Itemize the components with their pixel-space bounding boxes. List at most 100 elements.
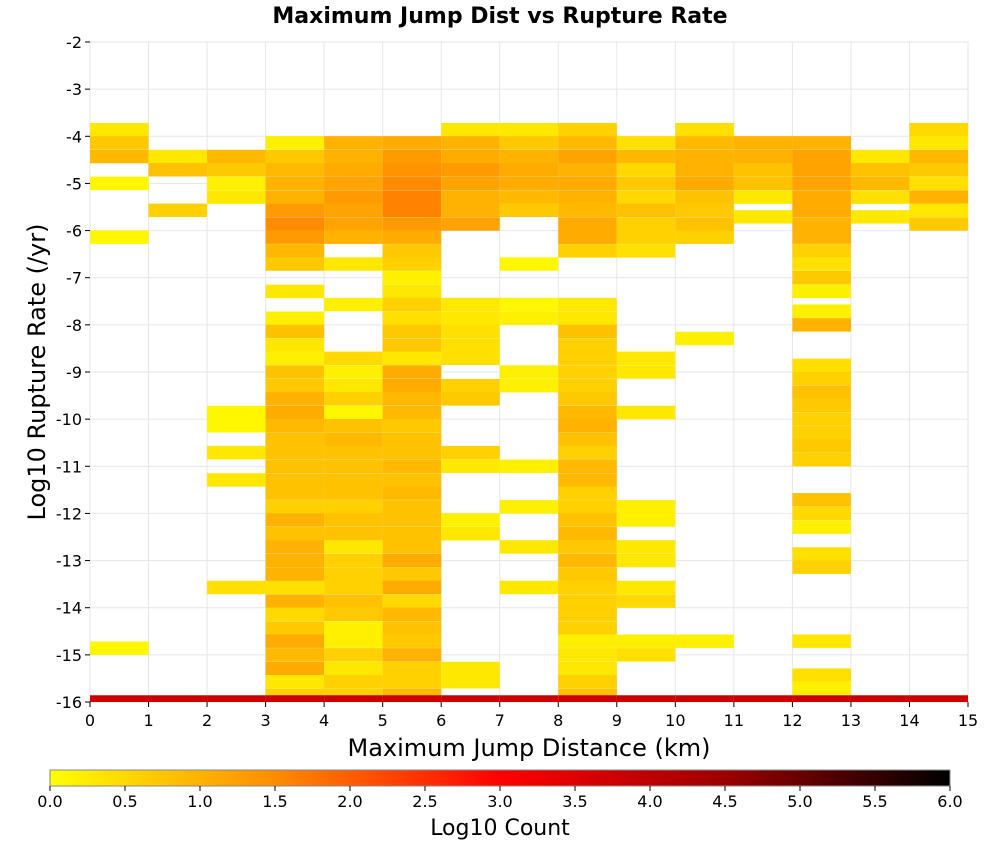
heatmap-cell-x13-5	[850, 695, 910, 702]
heatmap-cell-x9-6	[616, 217, 676, 231]
x-tick-label-8: 8	[553, 711, 563, 730]
heatmap-cell-x14-0	[909, 122, 968, 137]
heatmap-cell-x4-20	[324, 486, 383, 500]
heatmap-cell-x3-23	[265, 473, 325, 487]
heatmap-cell-x3-30	[265, 567, 325, 581]
heatmap-cell-x4-9	[324, 297, 383, 312]
heatmap-cell-x11-2	[733, 163, 793, 177]
heatmap-cell-x14-1	[909, 136, 968, 150]
heatmap-cell-x5-27	[382, 500, 442, 514]
heatmap-cell-x8-32	[558, 594, 617, 608]
heatmap-cell-x12-13	[792, 318, 851, 332]
heatmap-cell-x2-0	[207, 149, 266, 164]
y-tick-label-14: -16	[56, 693, 82, 712]
heatmap-cell-x2-1	[207, 163, 266, 177]
heatmap-cell-x7-11	[499, 378, 559, 393]
heatmap-cell-x12-26	[792, 560, 851, 574]
heatmap-cell-x5-17	[382, 365, 442, 379]
x-tick-label-1: 1	[143, 711, 153, 730]
heatmap-cell-x9-11	[616, 405, 676, 420]
y-tick-label-3: -5	[66, 174, 82, 193]
heatmap-cell-x6-5	[441, 190, 500, 204]
heatmap-cell-x8-3	[558, 163, 617, 177]
heatmap-cell-x4-1	[324, 149, 383, 164]
heatmap-cell-x4-26	[324, 567, 383, 581]
heatmap-cell-x14-2	[909, 149, 968, 164]
heatmap-cell-x3-40	[265, 695, 325, 702]
heatmap-cell-x7-4	[499, 176, 559, 191]
heatmap-cell-x5-31	[382, 553, 442, 568]
heatmap-cell-x11-4	[733, 190, 793, 204]
heatmap-cell-x3-0	[265, 136, 325, 150]
heatmap-cell-x6-7	[441, 217, 500, 231]
heatmap-cell-x8-21	[558, 445, 617, 460]
heatmap-cell-x4-18	[324, 459, 383, 474]
heatmap-cell-x8-22	[558, 459, 617, 474]
heatmap-cell-x7-6	[499, 203, 559, 218]
heatmap-cell-x3-1	[265, 149, 325, 164]
heatmap-cell-x4-32	[324, 648, 383, 662]
heatmap-cell-x12-17	[792, 398, 851, 413]
heatmap-cell-x2-3	[207, 190, 266, 204]
x-axis-ticks: 0 1 2 3 4 5 6 7 8 9 10 11 12 13 14 15	[85, 702, 978, 730]
y-tick-label-5: -7	[66, 269, 82, 288]
y-tick-label-11: -13	[56, 552, 82, 571]
heatmap-cell-x5-24	[382, 459, 442, 474]
heatmap-cell-x10-2	[675, 149, 734, 164]
heatmap-cell-x5-3	[382, 176, 442, 191]
heatmap-cell-x10-10	[675, 634, 734, 648]
heatmap-cell-x7-12	[499, 459, 559, 474]
heatmap-cell-x8-1	[558, 136, 617, 150]
heatmap-cell-x8-35	[558, 634, 617, 648]
heatmap-cell-x2-7	[207, 473, 266, 487]
x-tick-label-0: 0	[85, 711, 95, 730]
heatmap-cell-x10-0	[675, 122, 734, 137]
heatmap-cell-x13-2	[850, 176, 910, 191]
heatmap-cell-x4-6	[324, 217, 383, 231]
heatmap-cell-x8-16	[558, 378, 617, 393]
x-tick-label-2: 2	[202, 711, 212, 730]
x-tick-label-13: 13	[841, 711, 861, 730]
heatmap-cell-x12-27	[792, 634, 851, 648]
heatmap-cell-x12-10	[792, 270, 851, 285]
heatmap-cell-x8-5	[558, 190, 617, 204]
heatmap-cell-x6-4	[441, 176, 500, 191]
heatmap-cell-x5-22	[382, 432, 442, 447]
colorbar-tick-label-9: 4.5	[712, 792, 737, 811]
heatmap-cell-x2-4	[207, 405, 266, 420]
heatmap-cell-x9-12	[616, 500, 676, 514]
x-tick-label-6: 6	[436, 711, 446, 730]
heatmap-cell-x5-2	[382, 163, 442, 177]
heatmap-cell-x3-11	[265, 311, 325, 325]
heatmap-cell-x12-3	[792, 176, 851, 191]
heatmap-cell-x8-17	[558, 392, 617, 406]
x-tick-label-9: 9	[612, 711, 622, 730]
heatmap-cell-x4-2	[324, 163, 383, 177]
heatmap-cell-x3-15	[265, 365, 325, 379]
heatmap-cell-x5-21	[382, 419, 442, 433]
x-tick-label-11: 11	[724, 711, 744, 730]
heatmap-cell-x12-5	[792, 203, 851, 218]
y-axis-label: Log10 Rupture Rate (/yr)	[23, 224, 51, 521]
heatmap-cell-x9-18	[616, 634, 676, 648]
colorbar-tick-label-0: 0.0	[37, 792, 62, 811]
heatmap-cell-x6-9	[441, 311, 500, 325]
heatmap-cell-x11-0	[733, 136, 793, 150]
heatmap-cell-x5-20	[382, 405, 442, 420]
heatmap-cell-x5-12	[382, 297, 442, 312]
y-tick-label-6: -8	[66, 316, 82, 335]
heatmap-cell-x6-0	[441, 122, 500, 137]
heatmap-cell-x8-12	[558, 324, 617, 339]
heatmap-cell-x3-13	[265, 338, 325, 352]
heatmap-cell-x14-6	[909, 203, 968, 218]
heatmap-cell-x1-0	[148, 149, 208, 164]
heatmap-cell-x3-12	[265, 324, 325, 339]
heatmap-cell-x12-11	[792, 284, 851, 299]
heatmap-cell-x5-23	[382, 445, 442, 460]
heatmap-cell-x12-24	[792, 520, 851, 534]
heatmap-cell-x4-16	[324, 432, 383, 447]
heatmap-cell-x8-31	[558, 580, 617, 595]
heatmap-cell-x12-23	[792, 506, 851, 521]
heatmap-cell-x3-4	[265, 190, 325, 204]
heatmap-cell-x3-3	[265, 176, 325, 191]
